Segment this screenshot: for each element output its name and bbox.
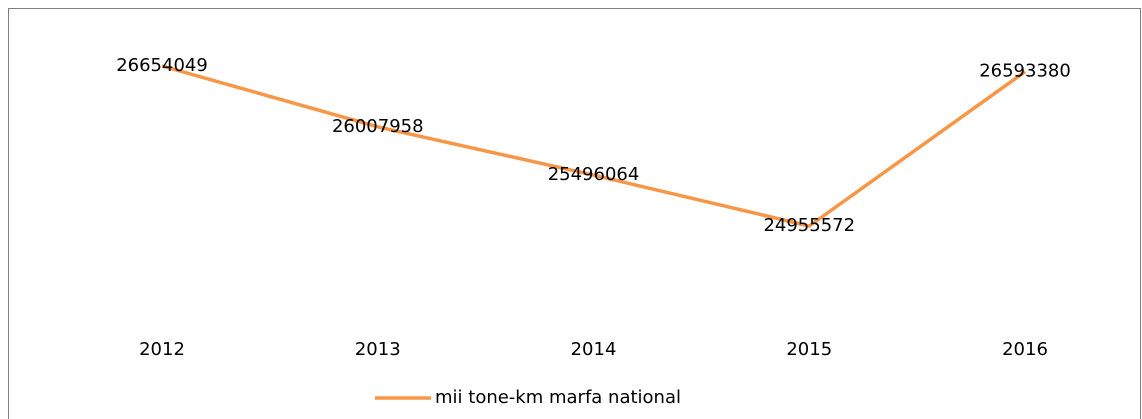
data-label: 26654049 — [116, 55, 208, 76]
x-tick-label: 2015 — [786, 339, 832, 360]
x-tick-label: 2013 — [355, 339, 401, 360]
x-tick-label: 2014 — [571, 339, 617, 360]
x-tick-label: 2012 — [139, 339, 185, 360]
legend-label: mii tone-km marfa national — [435, 387, 681, 408]
line-series — [161, 64, 1027, 228]
data-label: 26007958 — [332, 116, 424, 137]
data-label: 24955572 — [763, 215, 855, 236]
data-label: 26593380 — [979, 61, 1071, 82]
x-tick-label: 2016 — [1002, 339, 1048, 360]
data-label: 25496064 — [548, 164, 640, 185]
